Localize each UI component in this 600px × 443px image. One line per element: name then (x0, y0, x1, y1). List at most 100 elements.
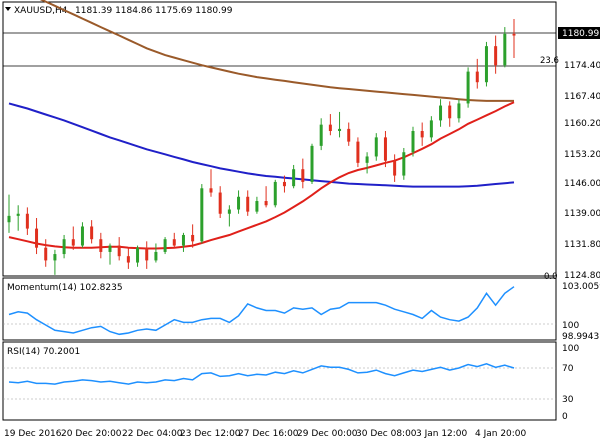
time-label: 22 Dec 04:00 (122, 429, 183, 439)
candle (90, 220, 94, 244)
candle (402, 147, 406, 180)
candle (154, 243, 158, 263)
candle (356, 137, 360, 168)
rsi-tick-30: 30 (562, 395, 574, 405)
time-label: 23 Dec 12:00 (180, 429, 241, 439)
candle (126, 247, 130, 269)
candle-body (347, 128, 351, 142)
candle (466, 67, 470, 108)
candle-body (439, 105, 443, 121)
candle (227, 205, 231, 227)
candle-body (457, 103, 461, 119)
candles (7, 18, 516, 275)
price-axis: 1174.40 1167.40 1160.20 1153.20 1146.00 … (564, 61, 600, 281)
candle (108, 243, 112, 265)
candle (237, 190, 241, 214)
candle (44, 239, 48, 267)
candle (218, 186, 222, 218)
candle (209, 169, 213, 197)
candle-body (338, 128, 342, 132)
candle-body (7, 215, 11, 223)
candle-body (475, 71, 479, 83)
candle-body (494, 46, 498, 66)
candle (255, 196, 259, 214)
candle (475, 58, 479, 89)
time-label: 29 Dec 00:00 (297, 429, 358, 439)
candle-body (163, 239, 167, 252)
candle (429, 116, 433, 142)
current-price-label: 1180.99 (562, 29, 599, 39)
momentum-line (8, 286, 515, 336)
candle (512, 18, 516, 59)
candle (273, 179, 277, 208)
candle-body (255, 201, 259, 212)
candle (7, 194, 11, 233)
candle (181, 232, 185, 252)
candle (25, 207, 29, 235)
candle (338, 111, 342, 138)
ohlc-values: 1181.39 1184.86 1175.69 1180.99 (75, 6, 233, 16)
time-label: 3 Jan 12:00 (416, 429, 468, 439)
candle-body (191, 234, 195, 242)
candle-body (328, 124, 332, 132)
current-price-box (558, 27, 600, 39)
time-axis: 19 Dec 2016 20 Dec 20:00 22 Dec 04:00 23… (4, 429, 527, 439)
candle-body (108, 245, 112, 252)
candle (62, 234, 66, 259)
candle-body (145, 247, 149, 261)
price-tick: 1160.20 (564, 119, 600, 129)
price-tick: 1167.40 (564, 92, 600, 102)
candle (145, 241, 149, 269)
candle (282, 175, 286, 193)
candle-body (99, 239, 103, 252)
candle (494, 35, 498, 74)
candle-body (62, 239, 66, 255)
candle-body (282, 181, 286, 187)
candle-body (411, 131, 415, 153)
candle-body (273, 181, 277, 206)
candle (35, 217, 39, 255)
candle-body (448, 105, 452, 119)
price-tick: 1124.80 (564, 271, 600, 281)
candle-body (246, 196, 250, 212)
candle-body (71, 239, 75, 246)
candle-body (154, 251, 158, 261)
candle-body (383, 137, 387, 161)
price-tick: 1146.00 (564, 179, 600, 189)
moving-averages (8, 0, 515, 250)
candle (172, 232, 176, 248)
candle-body (126, 256, 130, 263)
candle-body (264, 201, 268, 206)
fib-23-6-label: 23.6 (540, 56, 559, 66)
candle (411, 126, 415, 157)
candle-body (172, 239, 176, 246)
time-label: 20 Dec 20:00 (61, 429, 122, 439)
candle-body (218, 192, 222, 214)
candle (383, 131, 387, 168)
candle (310, 143, 314, 185)
momentum-mid-label: 100 (562, 321, 579, 331)
candle-body (301, 169, 305, 182)
candle-body (356, 141, 360, 163)
candle-body (227, 209, 231, 214)
collapse-triangle-icon[interactable] (5, 7, 11, 11)
symbol-info: XAUUSD,H4 (14, 6, 68, 16)
candle-body (365, 156, 369, 163)
momentum-title: Momentum(14) 102.8235 (7, 283, 123, 293)
candle (117, 237, 121, 261)
candle-body (25, 213, 29, 229)
momentum-bottom-label: 98.9943 (562, 332, 599, 342)
rsi-panel-frame (2, 341, 557, 421)
price-tick: 1174.40 (564, 61, 600, 71)
price-tick: 1139.00 (564, 209, 600, 219)
price-panel-frame (2, 1, 557, 277)
candle (328, 114, 332, 136)
candle (319, 118, 323, 151)
candle (99, 232, 103, 259)
candle-body (80, 226, 84, 246)
rsi-tick-0: 0 (562, 412, 568, 422)
candle (80, 222, 84, 248)
candle (347, 122, 351, 146)
time-label: 30 Dec 08:00 (356, 429, 417, 439)
